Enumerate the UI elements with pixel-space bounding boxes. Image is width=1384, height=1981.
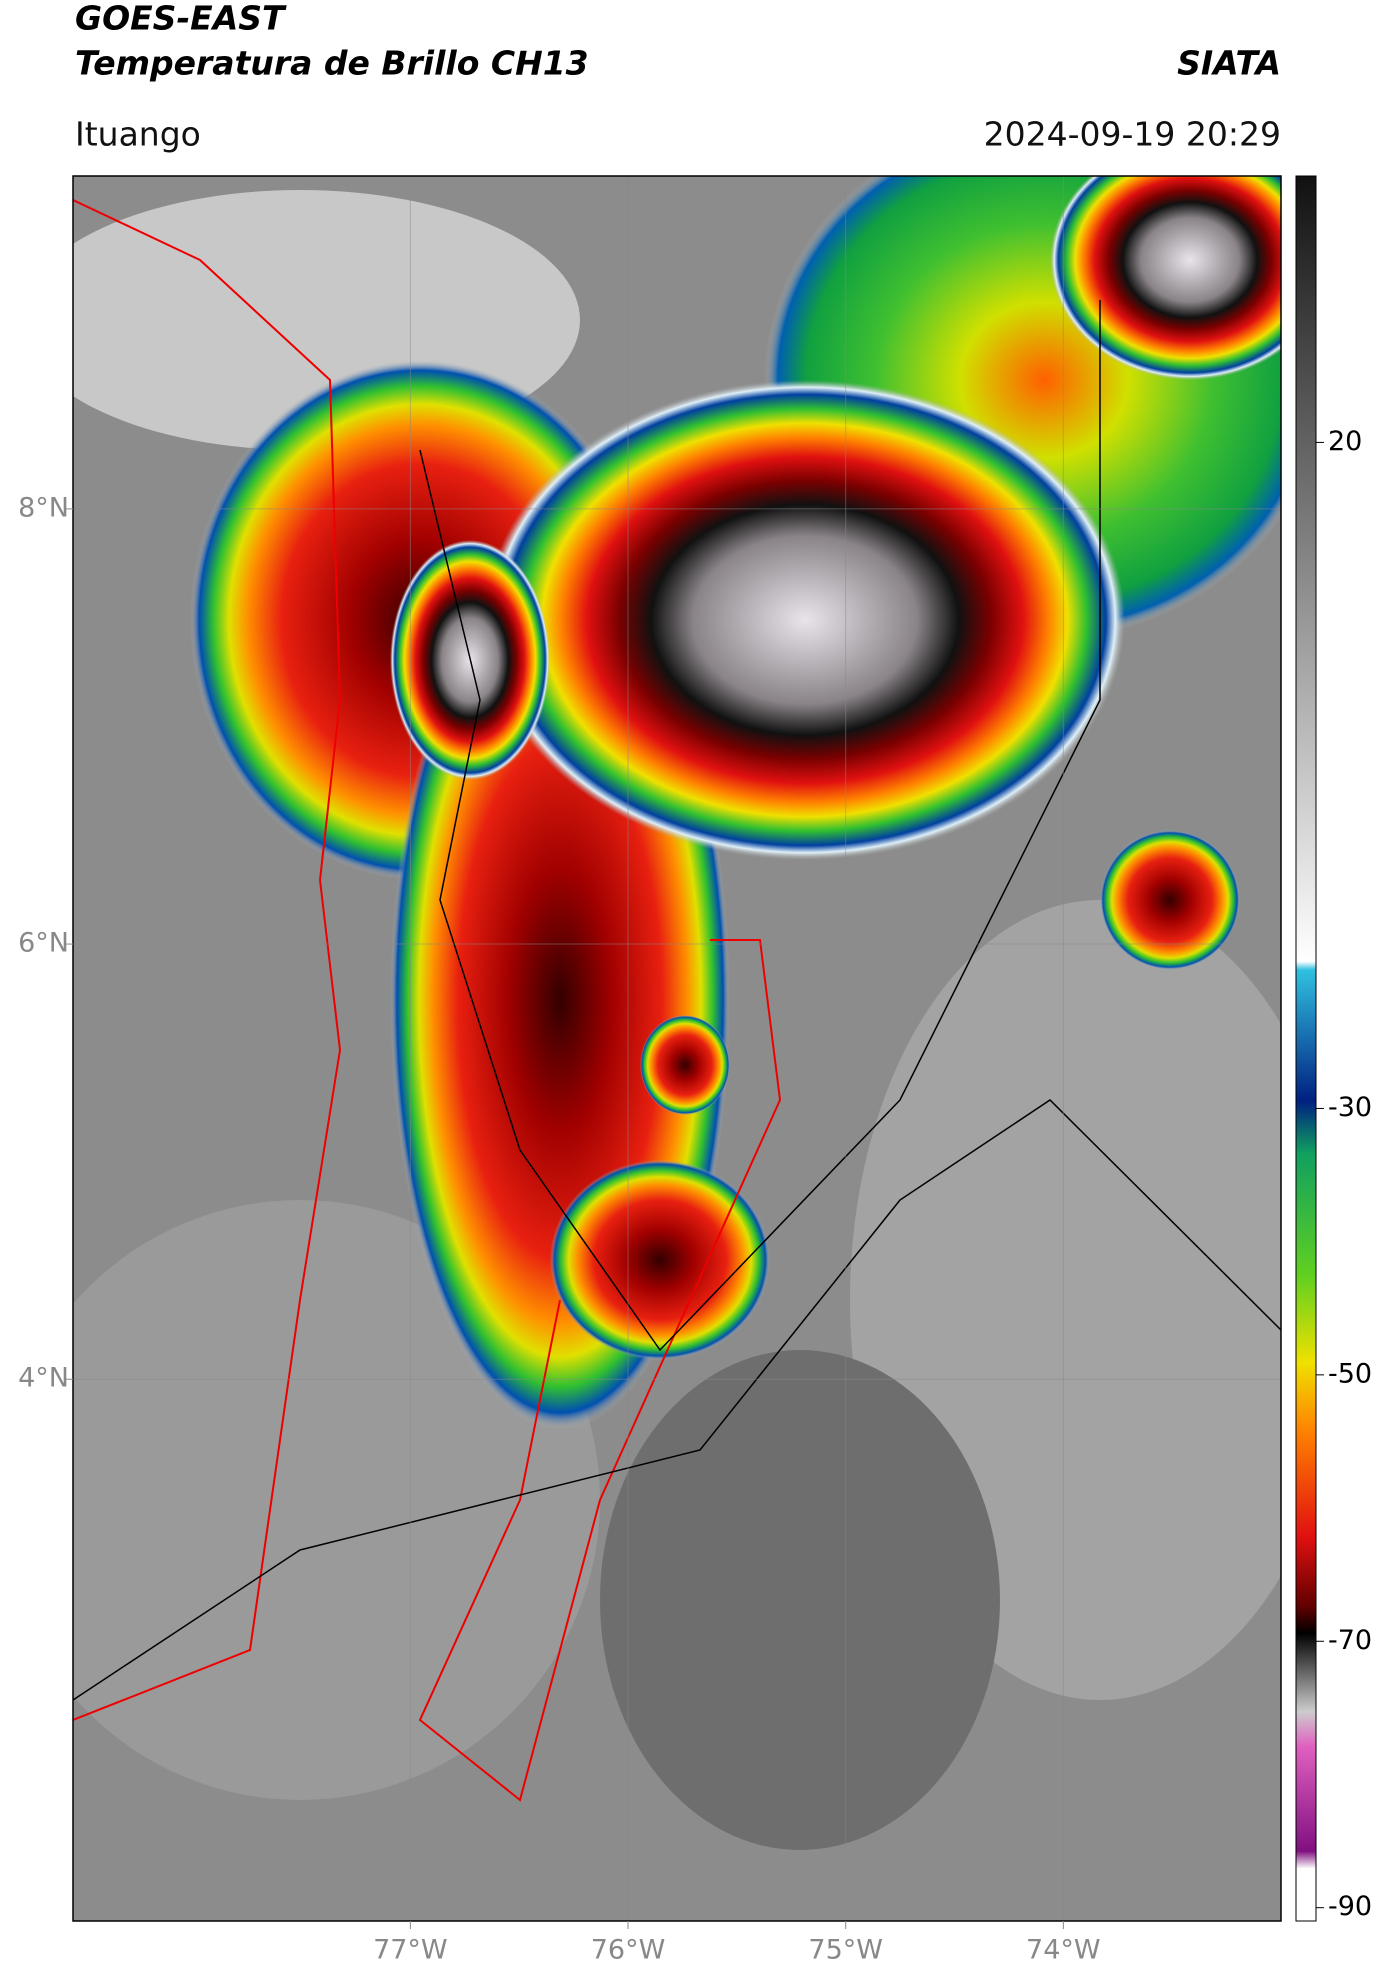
y-tick-label: 4°N [18, 1363, 69, 1394]
location: Ituango [75, 115, 201, 154]
source: SIATA [1177, 44, 1281, 83]
datetime: 2024-09-19 20:29 [984, 115, 1281, 154]
map-imagery [73, 176, 1281, 1921]
colorbar-tick-label: -50 [1328, 1358, 1372, 1389]
x-tick-label: 74°W [1026, 1935, 1101, 1966]
colorbar-tick-label: 20 [1328, 426, 1362, 457]
x-tick-label: 76°W [591, 1935, 666, 1966]
colorbar-tick-label: -30 [1328, 1092, 1372, 1123]
y-tick-label: 8°N [18, 492, 69, 523]
x-tick-label: 77°W [373, 1935, 448, 1966]
x-tick-label: 75°W [808, 1935, 883, 1966]
colorbar-tick-label: -70 [1328, 1625, 1372, 1656]
map-frame [72, 175, 1282, 1922]
colorbar [1295, 175, 1317, 1922]
title: GOES-EAST [75, 0, 287, 38]
y-tick-label: 6°N [18, 928, 69, 959]
colorbar-tick-label: -90 [1328, 1891, 1372, 1922]
subtitle: Temperatura de Brillo CH13 [75, 44, 589, 83]
